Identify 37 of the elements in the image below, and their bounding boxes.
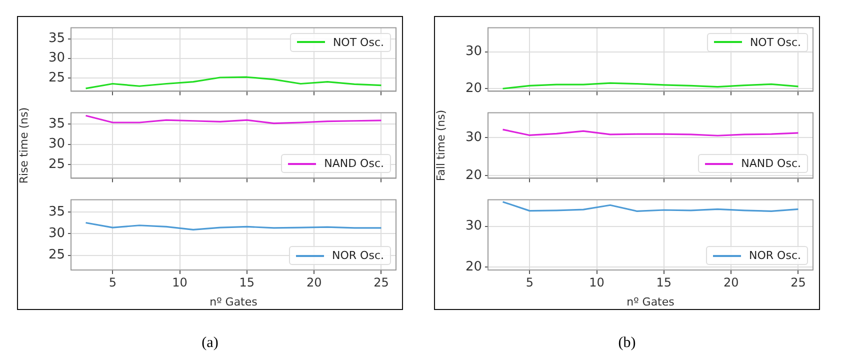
y-tick-label: 35 — [48, 204, 65, 220]
y-tick-label: 20 — [465, 168, 482, 183]
y-tick-label: 30 — [48, 50, 65, 66]
legend-label: NOT Osc. — [332, 36, 384, 49]
y-tick-label: 35 — [48, 31, 65, 46]
x-tick-label: 5 — [108, 275, 116, 290]
legend-label: NAND Osc. — [741, 157, 801, 170]
x-tick-label: 20 — [306, 275, 322, 290]
y-tick-label: 20 — [465, 80, 482, 96]
legend-label: NOR Osc. — [332, 249, 384, 262]
x-tick-label: 15 — [656, 275, 672, 290]
y-tick-label: 30 — [465, 130, 482, 145]
x-axis-title: nº Gates — [626, 295, 675, 308]
text: (b) — [617, 335, 637, 352]
y-tick-label: 25 — [48, 156, 65, 172]
y-axis-title: Fall time (ns) — [434, 110, 448, 182]
x-tick-label: 10 — [589, 275, 604, 290]
y-tick-label: 35 — [48, 116, 65, 132]
legend-label: NAND Osc. — [324, 157, 384, 170]
x-tick-label: 25 — [374, 275, 389, 290]
y-tick-label: 25 — [48, 70, 65, 86]
legend-label: NOT Osc. — [750, 36, 801, 49]
y-tick-label: 25 — [48, 248, 65, 263]
y-tick-label: 30 — [465, 218, 482, 234]
x-tick-label: 20 — [723, 275, 739, 290]
y-axis-title: Rise time (ns) — [17, 107, 30, 184]
y-tick-label: 30 — [48, 226, 65, 241]
x-tick-label: 10 — [172, 275, 188, 290]
x-tick-label: 25 — [790, 275, 806, 290]
text: (a) — [200, 335, 220, 352]
x-axis-title: nº Gates — [210, 295, 258, 308]
legend-label: NOR Osc. — [749, 249, 801, 262]
y-tick-label: 30 — [48, 136, 65, 152]
x-tick-label: 15 — [239, 275, 255, 290]
y-tick-label: 20 — [465, 260, 482, 275]
y-tick-label: 30 — [465, 44, 482, 60]
x-tick-label: 5 — [526, 275, 534, 290]
